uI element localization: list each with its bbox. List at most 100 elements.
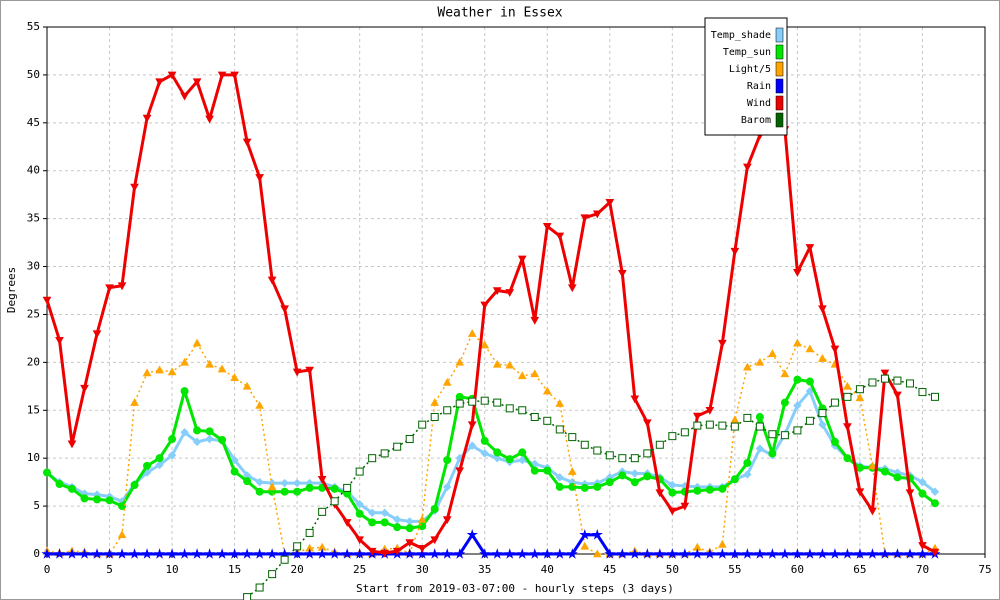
marker [841, 548, 853, 559]
marker [567, 284, 577, 293]
marker [380, 549, 390, 558]
marker [768, 449, 777, 458]
marker [843, 454, 852, 463]
marker [117, 530, 127, 539]
marker [704, 548, 716, 559]
marker [691, 548, 703, 559]
legend-label: Temp_shade [711, 30, 771, 41]
marker [455, 467, 465, 476]
marker [405, 435, 414, 444]
marker [930, 392, 939, 401]
marker [305, 366, 314, 375]
marker [41, 548, 53, 559]
marker [755, 412, 764, 421]
marker [80, 384, 89, 393]
marker [103, 548, 116, 559]
marker [343, 483, 352, 492]
marker [793, 426, 802, 435]
marker [893, 473, 902, 482]
marker [580, 541, 590, 550]
marker [868, 461, 877, 470]
marker [855, 488, 865, 497]
chart-title: Weather in Essex [437, 6, 562, 21]
marker [755, 422, 764, 431]
marker [368, 518, 377, 527]
series-line [45, 378, 936, 530]
marker [518, 455, 527, 465]
marker [130, 398, 139, 406]
marker [155, 78, 164, 87]
marker [417, 544, 427, 553]
marker [91, 548, 103, 559]
marker [854, 548, 866, 559]
legend-label: Temp_sun [723, 47, 771, 58]
marker [630, 478, 639, 487]
marker [780, 369, 790, 378]
marker [454, 548, 466, 559]
marker [891, 548, 904, 559]
marker [805, 344, 815, 353]
marker [267, 276, 277, 285]
marker [180, 357, 189, 366]
marker [730, 422, 739, 431]
marker [618, 454, 627, 463]
marker [204, 548, 216, 559]
marker [292, 478, 302, 488]
marker [543, 416, 552, 425]
marker [591, 528, 603, 540]
marker [479, 548, 491, 559]
marker [442, 377, 452, 386]
marker [516, 548, 528, 559]
y-tick-label: 40 [27, 164, 40, 177]
marker [341, 548, 353, 559]
marker [243, 593, 252, 600]
marker [768, 430, 777, 439]
marker [905, 489, 915, 498]
marker [930, 548, 940, 557]
marker [443, 406, 452, 415]
marker [392, 547, 402, 556]
x-tick-label: 75 [978, 563, 991, 576]
marker [692, 412, 702, 421]
x-axis-label: Start from 2019-03-07:00 - hourly steps … [356, 582, 674, 595]
marker [480, 436, 489, 445]
marker [243, 477, 252, 486]
marker [191, 548, 203, 559]
marker [604, 548, 616, 559]
marker [605, 199, 615, 207]
marker [218, 435, 227, 444]
marker [518, 448, 527, 457]
marker [355, 509, 364, 518]
marker [455, 392, 464, 401]
marker [529, 548, 541, 559]
marker [130, 481, 139, 490]
marker [43, 468, 51, 477]
marker [416, 548, 428, 559]
marker [643, 449, 652, 458]
marker [68, 484, 77, 493]
marker [167, 71, 177, 80]
marker [180, 92, 189, 101]
marker [355, 536, 365, 545]
marker [518, 406, 527, 415]
x-tick-label: 50 [666, 563, 679, 576]
legend-swatch [775, 112, 784, 128]
marker [493, 448, 502, 457]
marker [616, 548, 628, 559]
marker [893, 376, 902, 385]
legend-swatch [775, 61, 784, 77]
marker [492, 359, 502, 368]
marker [718, 539, 727, 548]
marker [517, 371, 527, 380]
marker [580, 483, 589, 492]
x-tick-label: 0 [44, 563, 51, 576]
marker [355, 499, 364, 509]
marker [791, 548, 803, 559]
marker [754, 548, 766, 559]
legend-swatch [775, 95, 784, 111]
marker [141, 548, 153, 559]
marker [67, 440, 77, 449]
x-tick-label: 45 [603, 563, 616, 576]
marker [655, 489, 665, 498]
